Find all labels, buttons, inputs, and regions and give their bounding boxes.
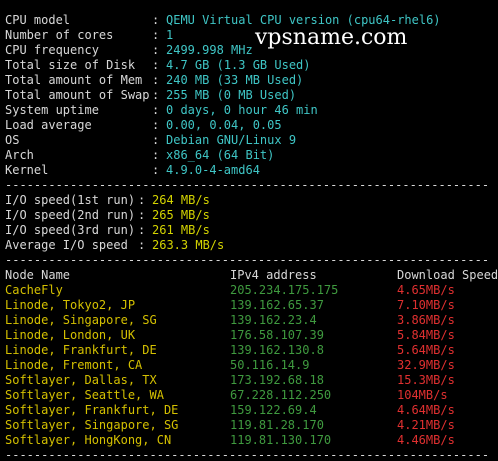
node-name: Softlayer, Dallas, TX <box>5 373 157 387</box>
io-value: 264 MB/s <box>152 193 210 207</box>
ip-address: 173.192.68.18 <box>230 373 324 387</box>
ip-address: 119.81.28.170 <box>230 418 324 432</box>
info-value: x86_64 (64 Bit) <box>166 148 274 162</box>
node-name: Linode, Tokyo2, JP <box>5 298 135 312</box>
separator: ----------------------------------------… <box>5 253 489 267</box>
download-speed: 4.46MB/s <box>397 433 455 447</box>
io-label: I/O speed(3rd run) <box>5 223 135 237</box>
node-name: Linode, Frankfurt, DE <box>5 343 157 357</box>
separator: ----------------------------------------… <box>5 448 489 461</box>
download-speed: 4.21MB/s <box>397 418 455 432</box>
info-label: System uptime <box>5 103 99 117</box>
info-label: Total amount of Swap <box>5 88 150 102</box>
info-value: 2499.998 MHz <box>166 43 253 57</box>
node-name: Softlayer, HongKong, CN <box>5 433 171 447</box>
io-value: 263.3 MB/s <box>152 238 224 252</box>
table-header: Download Speed <box>397 268 498 282</box>
io-value: 265 MB/s <box>152 208 210 222</box>
delimiter: : <box>152 43 159 57</box>
ip-address: 50.116.14.9 <box>230 358 309 372</box>
download-speed: 104MB/s <box>397 388 448 402</box>
delimiter: : <box>152 103 159 117</box>
info-value: 240 MB (33 MB Used) <box>166 73 303 87</box>
node-name: Linode, Singapore, SG <box>5 313 157 327</box>
info-label: OS <box>5 133 19 147</box>
delimiter: : <box>152 88 159 102</box>
delimiter: : <box>138 208 145 222</box>
info-label: CPU model <box>5 13 70 27</box>
ip-address: 119.81.130.170 <box>230 433 331 447</box>
separator: ----------------------------------------… <box>5 178 489 192</box>
ip-address: 139.162.130.8 <box>230 343 324 357</box>
info-value: 4.7 GB (1.3 GB Used) <box>166 58 311 72</box>
ip-address: 176.58.107.39 <box>230 328 324 342</box>
delimiter: : <box>152 13 159 27</box>
node-name: Softlayer, Seattle, WA <box>5 388 165 402</box>
info-value: 1 <box>166 28 173 42</box>
io-value: 261 MB/s <box>152 223 210 237</box>
download-speed: 4.65MB/s <box>397 283 455 297</box>
info-label: Total size of Disk <box>5 58 136 72</box>
node-name: Softlayer, Singapore, SG <box>5 418 178 432</box>
info-value: 255 MB (0 MB Used) <box>166 88 296 102</box>
delimiter: : <box>152 163 159 177</box>
info-value: 4.9.0-4-amd64 <box>166 163 260 177</box>
info-value: QEMU Virtual CPU version (cpu64-rhel6) <box>166 13 441 27</box>
ip-address: 205.234.175.175 <box>230 283 338 297</box>
delimiter: : <box>152 133 159 147</box>
delimiter: : <box>152 118 159 132</box>
info-label: Load average <box>5 118 92 132</box>
download-speed: 5.84MB/s <box>397 328 455 342</box>
ip-address: 139.162.65.37 <box>230 298 324 312</box>
ip-address: 139.162.23.4 <box>230 313 317 327</box>
io-label: I/O speed(1st run) <box>5 193 135 207</box>
delimiter: : <box>152 28 159 42</box>
download-speed: 7.10MB/s <box>397 298 455 312</box>
io-label: I/O speed(2nd run) <box>5 208 135 222</box>
watermark: vpsname.com <box>254 25 408 50</box>
delimiter: : <box>138 238 145 252</box>
table-header: Node Name <box>5 268 70 282</box>
node-name: Linode, London, UK <box>5 328 136 342</box>
ip-address: 67.228.112.250 <box>230 388 331 402</box>
download-speed: 4.64MB/s <box>397 403 455 417</box>
download-speed: 5.64MB/s <box>397 343 455 357</box>
download-speed: 15.3MB/s <box>397 373 455 387</box>
node-name: CacheFly <box>5 283 63 297</box>
info-label: Arch <box>5 148 34 162</box>
info-label: Kernel <box>5 163 48 177</box>
delimiter: : <box>152 73 159 87</box>
download-speed: 32.9MB/s <box>397 358 455 372</box>
table-header: IPv4 address <box>230 268 317 282</box>
ip-address: 159.122.69.4 <box>230 403 317 417</box>
info-label: CPU frequency <box>5 43 99 57</box>
info-label: Total amount of Mem <box>5 73 142 87</box>
delimiter: : <box>138 223 145 237</box>
io-label: Average I/O speed <box>5 238 128 252</box>
info-label: Number of cores <box>5 28 113 42</box>
delimiter: : <box>152 148 159 162</box>
delimiter: : <box>152 58 159 72</box>
delimiter: : <box>138 193 145 207</box>
node-name: Softlayer, Frankfurt, DE <box>5 403 178 417</box>
info-value: 0.00, 0.04, 0.05 <box>166 118 282 132</box>
info-value: 0 days, 0 hour 46 min <box>166 103 318 117</box>
download-speed: 3.86MB/s <box>397 313 455 327</box>
info-value: Debian GNU/Linux 9 <box>166 133 296 147</box>
node-name: Linode, Fremont, CA <box>5 358 143 372</box>
